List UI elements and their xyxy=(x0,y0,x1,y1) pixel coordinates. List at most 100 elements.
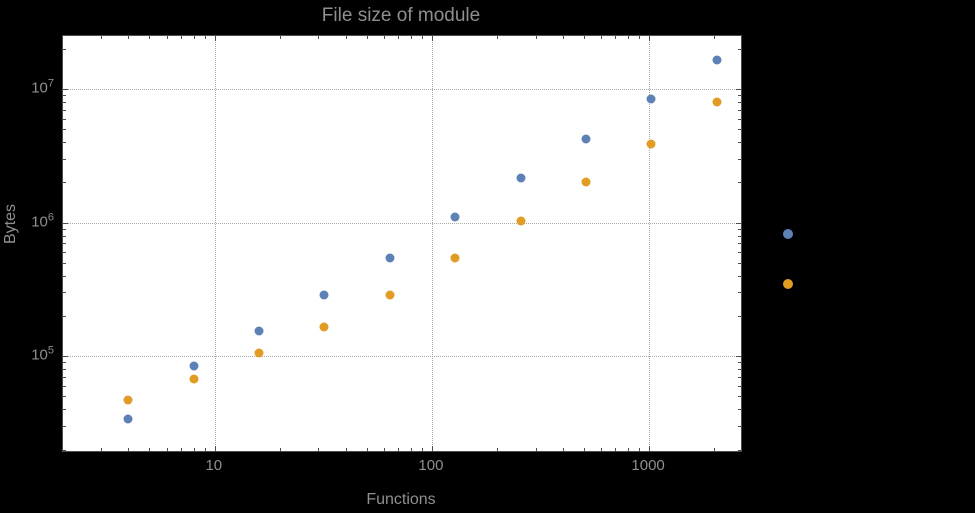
x-tick-mark xyxy=(431,446,433,451)
x-tick-mark xyxy=(422,36,423,39)
x-tick-label: 100 xyxy=(418,457,444,474)
y-tick-mark xyxy=(738,316,741,317)
x-tick-mark xyxy=(410,448,412,451)
x-tick-mark xyxy=(562,448,564,451)
y-tick-mark xyxy=(63,182,66,184)
y-tick-mark xyxy=(63,252,66,254)
y-tick-mark xyxy=(63,102,66,104)
x-tick-mark xyxy=(345,448,347,451)
y-tick-mark xyxy=(738,129,741,131)
x-tick-mark xyxy=(639,448,641,451)
y-tick-mark xyxy=(738,102,741,104)
x-tick-mark xyxy=(101,36,103,39)
data-point-series-1 xyxy=(385,253,395,263)
data-point-series-1 xyxy=(123,414,133,424)
y-tick-mark xyxy=(63,262,66,264)
x-tick-label: 10 xyxy=(205,457,223,474)
y-tick-mark xyxy=(736,89,741,91)
y-tick-mark xyxy=(63,243,66,245)
y-tick-mark xyxy=(63,356,68,358)
x-tick-mark xyxy=(628,448,630,451)
data-point-series-2 xyxy=(516,216,526,226)
y-tick-mark xyxy=(736,356,741,358)
x-tick-mark xyxy=(615,36,617,39)
y-tick-mark xyxy=(738,292,741,294)
y-tick-mark xyxy=(738,118,741,120)
x-tick-mark xyxy=(535,36,537,39)
y-tick-mark xyxy=(738,243,741,245)
y-tick-mark xyxy=(738,426,741,428)
x-tick-mark xyxy=(383,448,385,451)
x-tick-mark xyxy=(383,36,385,39)
x-tick-mark xyxy=(497,448,499,451)
data-point-series-1 xyxy=(254,326,264,336)
legend-marker-series-2 xyxy=(783,279,793,289)
x-tick-mark xyxy=(128,36,130,39)
x-axis-title: Functions xyxy=(366,491,436,508)
y-tick-mark xyxy=(738,369,741,371)
data-point-series-2 xyxy=(319,322,329,332)
data-point-series-2 xyxy=(712,97,722,107)
data-point-series-2 xyxy=(385,290,395,300)
data-point-series-1 xyxy=(189,361,199,371)
x-tick-mark xyxy=(149,448,151,451)
y-tick-mark xyxy=(738,142,741,144)
y-tick-mark xyxy=(63,158,66,160)
x-tick-mark xyxy=(214,36,216,41)
chart-title: File size of module xyxy=(321,5,481,26)
x-tick-mark xyxy=(615,448,617,451)
x-tick-mark xyxy=(181,448,183,451)
y-tick-mark xyxy=(63,235,66,237)
x-tick-label: 1000 xyxy=(631,457,665,474)
y-tick-label: 107 xyxy=(31,77,54,97)
x-tick-mark xyxy=(422,448,423,451)
x-tick-mark xyxy=(128,448,130,451)
data-point-series-2 xyxy=(123,395,133,405)
data-point-series-2 xyxy=(189,374,199,384)
x-tick-mark xyxy=(193,36,195,39)
grid-line-vertical xyxy=(649,36,651,451)
data-point-series-2 xyxy=(646,139,656,149)
x-tick-mark xyxy=(366,36,368,39)
y-tick-mark xyxy=(63,385,66,387)
y-tick-label: 105 xyxy=(31,344,54,364)
x-tick-mark xyxy=(345,36,347,39)
grid-line-vertical xyxy=(214,36,216,451)
y-tick-mark xyxy=(63,292,66,294)
legend-marker-series-1 xyxy=(783,229,793,239)
y-tick-mark xyxy=(63,275,66,277)
data-point-series-1 xyxy=(450,212,460,222)
data-point-series-1 xyxy=(516,173,526,183)
data-point-series-2 xyxy=(450,253,460,263)
legend xyxy=(783,229,795,291)
x-tick-mark xyxy=(366,448,368,451)
grid-line-horizontal xyxy=(63,89,741,91)
y-tick-mark xyxy=(63,449,66,451)
data-point-series-1 xyxy=(319,290,329,300)
x-tick-mark xyxy=(600,36,602,39)
y-tick-mark xyxy=(63,409,66,411)
y-tick-mark xyxy=(63,142,66,144)
y-tick-mark xyxy=(738,376,741,378)
y-tick-mark xyxy=(738,228,741,230)
x-tick-mark xyxy=(600,448,602,451)
data-point-series-1 xyxy=(712,55,722,65)
x-tick-mark xyxy=(410,36,412,39)
y-tick-mark xyxy=(738,385,741,387)
x-tick-mark xyxy=(193,448,195,451)
y-tick-mark xyxy=(63,89,68,91)
x-tick-mark xyxy=(497,36,499,39)
y-tick-mark xyxy=(63,396,66,398)
y-tick-mark xyxy=(63,222,68,224)
grid-line-horizontal xyxy=(63,222,741,224)
y-tick-mark xyxy=(738,158,741,160)
y-tick-mark xyxy=(63,118,66,120)
x-tick-mark xyxy=(149,36,151,39)
x-tick-mark xyxy=(398,36,400,39)
y-tick-mark xyxy=(738,235,741,237)
y-tick-mark xyxy=(738,449,741,451)
y-tick-mark xyxy=(63,228,66,230)
y-tick-mark xyxy=(738,396,741,398)
x-tick-mark xyxy=(714,36,716,39)
